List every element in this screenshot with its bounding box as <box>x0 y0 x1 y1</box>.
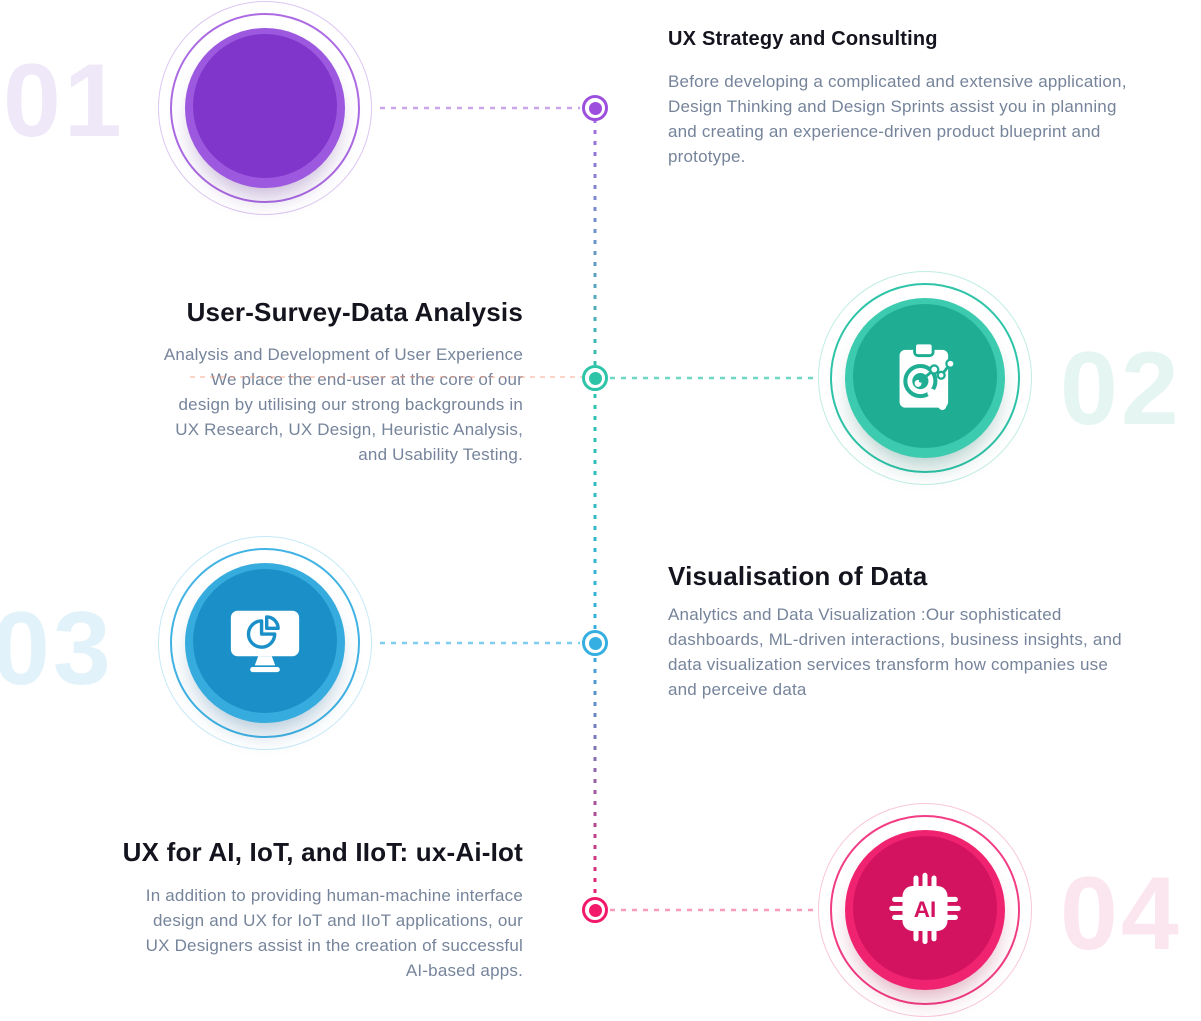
timeline-dot-core <box>588 101 602 115</box>
mid-ring <box>170 13 360 203</box>
step-circle-01 <box>158 1 372 215</box>
step-circle-02 <box>818 271 1032 485</box>
timeline-dot-03 <box>582 630 608 656</box>
step-description: Before developing a complicated and exte… <box>668 72 1127 166</box>
mid-ring <box>830 283 1020 473</box>
step-title: Visualisation of Data <box>668 561 928 591</box>
step-number-02: 02 <box>1060 331 1182 447</box>
ai-chip-icon: AI <box>886 869 964 947</box>
step-text-02: User-Survey-Data Analysis Analysis and D… <box>43 295 523 467</box>
svg-text:AI: AI <box>914 897 937 922</box>
step-disc-inner <box>193 34 337 178</box>
timeline-dot-core <box>588 371 602 385</box>
step-title: User-Survey-Data Analysis <box>186 297 523 327</box>
step-title: UX Strategy and Consulting <box>668 28 938 50</box>
step-number-01: 01 <box>3 43 125 159</box>
timeline-dot-core <box>588 903 602 917</box>
step-number-03: 03 <box>0 591 114 707</box>
step-disc <box>185 28 345 188</box>
step-circle-03 <box>158 536 372 750</box>
step-disc <box>845 830 1005 990</box>
monitor-pie-chart-icon <box>226 602 304 680</box>
step-description: Analysis and Development of User Experie… <box>163 345 523 464</box>
outer-ring <box>158 1 372 215</box>
step-text-04: UX for AI, IoT, and IIoT: ux-Ai-Iot In a… <box>43 835 523 983</box>
outer-ring <box>818 271 1032 485</box>
outer-ring <box>818 803 1032 1017</box>
step-title: UX for AI, IoT, and IIoT: ux-Ai-Iot <box>122 837 523 867</box>
clipboard-magnifier-chart-icon <box>886 337 964 415</box>
mid-ring <box>170 548 360 738</box>
step-circle-04: AI <box>818 803 1032 1017</box>
step-description: Analytics and Data Visualization :Our so… <box>668 605 1122 699</box>
outer-ring <box>158 536 372 750</box>
timeline-dot-core <box>588 636 602 650</box>
step-number-04: 04 <box>1060 856 1182 972</box>
mid-ring <box>830 815 1020 1005</box>
step-text-03: Visualisation of Data Analytics and Data… <box>668 559 1180 702</box>
timeline-dot-01 <box>582 95 608 121</box>
step-description: In addition to providing human-machine i… <box>145 886 523 980</box>
step-text-01: UX Strategy and Consulting Before develo… <box>668 26 1176 169</box>
timeline-dot-04 <box>582 897 608 923</box>
timeline-dot-02 <box>582 365 608 391</box>
